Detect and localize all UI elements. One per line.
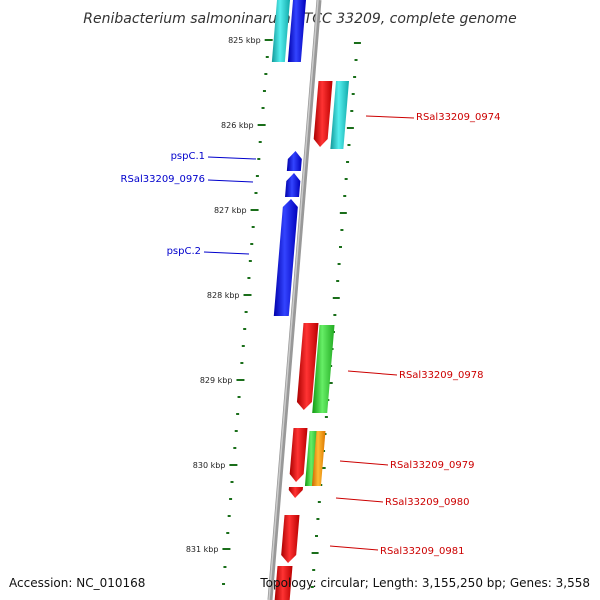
gene-red-0974 [313, 81, 333, 147]
ruler-label: 829 kbp [200, 376, 233, 385]
gene-label[interactable]: RSal33209_0978 [399, 370, 483, 381]
gene-cyan-top [271, 0, 290, 62]
gene-label[interactable]: pspC.1 [171, 151, 205, 162]
gene-label[interactable]: RSal33209_0976 [121, 174, 205, 185]
gene-red-bottom [274, 566, 293, 600]
tick-layer: 825 kbp 826 kbp 827 kbp 828 kbp 829 kbp 830 k… [186, 36, 361, 588]
genome-backbone-highlight [268, 0, 319, 600]
gene-layer [271, 0, 349, 600]
ruler-label: 826 kbp [221, 121, 254, 130]
ruler-label: 831 kbp [186, 545, 219, 554]
gene-label-leader [207, 156, 257, 160]
gene-0976 [285, 173, 301, 197]
gene-label-leader [335, 497, 384, 503]
ruler-label: 830 kbp [193, 461, 226, 470]
gene-label-leader [347, 370, 398, 376]
gene-orange-0979 [311, 431, 326, 486]
gene-pspC2 [273, 199, 298, 316]
gene-red-0978 [296, 323, 319, 410]
gene-label-leader [207, 179, 254, 183]
gene-label[interactable]: RSal33209_0979 [390, 460, 474, 471]
gene-pspC1 [286, 151, 302, 171]
gene-label[interactable]: pspC.2 [167, 246, 201, 257]
ruler-label: 825 kbp [228, 36, 261, 45]
gene-label-leader [339, 460, 389, 466]
gene-green-0978 [312, 325, 335, 413]
gene-label[interactable]: RSal33209_0974 [416, 112, 500, 123]
gene-green-0979 [304, 431, 319, 486]
gene-label-leader [203, 251, 250, 255]
ruler-label: 827 kbp [214, 206, 247, 215]
topology-text: Topology: circular; Length: 3,155,250 bp… [259, 576, 590, 590]
gene-label[interactable]: RSal33209_0981 [380, 546, 464, 557]
accession-text: Accession: NC_010168 [9, 576, 145, 590]
gene-label-leader [365, 115, 415, 119]
gene-label[interactable]: RSal33209_0980 [385, 497, 469, 508]
ruler-label: 828 kbp [207, 291, 240, 300]
gene-blue-top [287, 0, 306, 62]
gene-red-0981 [281, 515, 300, 563]
gene-label-leader [329, 545, 379, 551]
gene-red-0980 [288, 487, 303, 498]
gene-cyan-0974 [330, 81, 349, 149]
genome-backbone [267, 0, 322, 600]
gene-red-0979 [289, 428, 308, 482]
label-layer: RSal33209_0974 pspC.1 RSal33209_0976 pspC.2… [121, 112, 501, 557]
